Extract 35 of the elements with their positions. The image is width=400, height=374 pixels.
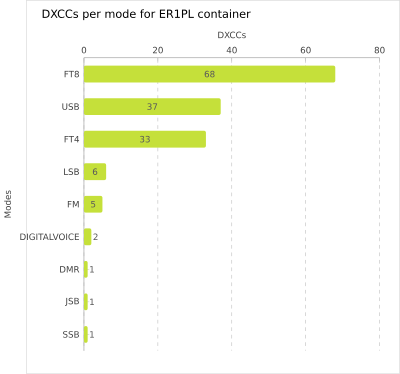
y-tick-label: FT4 [64, 136, 80, 142]
y-tick-label: SSB [63, 331, 79, 338]
bar [84, 130, 206, 148]
x-tick-label: 40 [226, 46, 237, 54]
x-axis-title: DXCCs [218, 32, 246, 38]
bar [84, 294, 88, 310]
x-tick-label: 0 [82, 46, 86, 54]
y-tick-label: JSB [64, 298, 79, 306]
data-label: 68 [204, 70, 215, 78]
data-label: 37 [147, 103, 158, 110]
x-tick-label: 80 [374, 46, 385, 54]
bar [84, 66, 336, 83]
x-tick-label: 60 [300, 46, 311, 54]
data-label: 6 [92, 168, 98, 176]
bar [84, 260, 88, 278]
y-tick-label: FT8 [64, 70, 79, 78]
bar [84, 98, 221, 116]
y-tick-label: DMR [60, 266, 80, 273]
data-label: 1 [90, 266, 94, 273]
y-tick-label: USB [62, 103, 79, 110]
data-label: 33 [140, 136, 150, 143]
data-label: 2 [93, 234, 98, 240]
y-tick-label: FM [68, 201, 79, 208]
y-axis-title: Modes [4, 190, 11, 218]
bar [84, 326, 88, 343]
y-tick-label: LSB [64, 168, 79, 176]
bar [84, 196, 102, 213]
x-tick-label: 20 [152, 46, 163, 54]
bar [84, 163, 106, 180]
chart-title: DXCCs per mode for ER1PL container [42, 9, 251, 20]
y-tick-label: DIGITALVOICE [20, 234, 79, 240]
data-label: 1 [90, 298, 94, 306]
data-label: 1 [90, 331, 94, 338]
bar [84, 228, 92, 246]
data-label: 5 [91, 201, 96, 208]
